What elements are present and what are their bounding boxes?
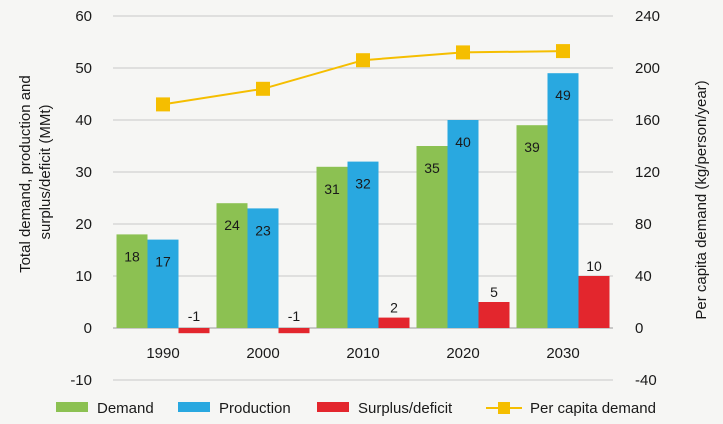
x-tick-label-2030: 2030 [546, 345, 579, 362]
legend-label-production: Production [219, 400, 291, 417]
bar-production-2010 [347, 161, 379, 328]
bar-demand-2030 [516, 125, 548, 328]
legend: Demand Production Surplus/deficit Per ca… [56, 400, 656, 417]
data-label-demand-2030: 39 [524, 139, 540, 155]
right-tick-label: 0 [635, 320, 643, 337]
per-capita-marker-2020 [456, 45, 470, 60]
right-tick-label: -40 [635, 372, 657, 389]
bars [116, 73, 610, 334]
x-tick-label-1990: 1990 [146, 345, 179, 362]
left-axis-title: Total demand, production and surplus/def… [17, 71, 54, 273]
data-label-surplus-deficit-1990: -1 [188, 308, 201, 324]
right-tick-label: 240 [635, 8, 660, 25]
bar-surplus-deficit-2000 [278, 328, 310, 334]
right-tick-label: 40 [635, 268, 652, 285]
x-tick-label-2020: 2020 [446, 345, 479, 362]
bar-demand-2000 [216, 203, 248, 328]
data-label-surplus-deficit-2010: 2 [390, 300, 398, 316]
bar-surplus-deficit-1990 [178, 328, 210, 334]
bar-demand-2020 [416, 146, 448, 328]
x-axis-ticks: 1990 2000 2010 2020 2030 [146, 345, 579, 362]
legend-label-surplus-deficit: Surplus/deficit [358, 400, 453, 417]
left-tick-label: 0 [84, 320, 92, 337]
right-tick-label: 160 [635, 112, 660, 129]
legend-label-demand: Demand [97, 400, 154, 417]
right-tick-label: 200 [635, 60, 660, 77]
left-tick-label: 30 [75, 164, 92, 181]
legend-swatch-demand [56, 402, 88, 412]
x-tick-label-2010: 2010 [346, 345, 379, 362]
left-tick-label: -10 [70, 372, 92, 389]
bar-demand-1990 [116, 234, 148, 328]
left-axis-title-line-2: surplus/deficit (MMt) [37, 104, 54, 239]
left-tick-label: 40 [75, 112, 92, 129]
data-label-production-2030: 49 [555, 87, 571, 103]
bar-production-2000 [247, 208, 279, 328]
legend-swatch-surplus-deficit [317, 402, 349, 412]
legend-marker-per-capita [498, 402, 510, 414]
left-axis-ticks: -10 0 10 20 30 40 50 60 [70, 8, 92, 389]
data-label-surplus-deficit-2030: 10 [586, 258, 602, 274]
data-label-production-2010: 32 [355, 176, 371, 192]
per-capita-line [156, 44, 570, 112]
x-tick-label-2000: 2000 [246, 345, 279, 362]
per-capita-marker-2010 [356, 53, 370, 68]
bar-surplus-deficit-2010 [378, 317, 410, 328]
data-label-production-2020: 40 [455, 134, 471, 150]
bar-production-2020 [447, 120, 479, 328]
bar-surplus-deficit-2030 [578, 276, 610, 328]
data-label-surplus-deficit-2020: 5 [490, 284, 498, 300]
per-capita-marker-2000 [256, 81, 270, 96]
left-axis-title-line-1: Total demand, production and [17, 75, 34, 273]
data-label-production-1990: 17 [155, 254, 171, 270]
right-tick-label: 80 [635, 216, 652, 233]
right-axis-ticks: -40 0 40 80 120 160 200 240 [635, 8, 660, 389]
data-label-demand-2020: 35 [424, 160, 440, 176]
per-capita-marker-1990 [156, 97, 170, 112]
right-tick-label: 120 [635, 164, 660, 181]
legend-swatch-production [178, 402, 210, 412]
legend-label-per-capita: Per capita demand [530, 400, 656, 417]
data-label-surplus-deficit-2000: -1 [288, 308, 301, 324]
right-axis-title: Per capita demand (kg/person/year) [693, 80, 710, 319]
per-capita-marker-2030 [556, 44, 570, 59]
bar-demand-2010 [316, 166, 348, 328]
data-label-demand-2000: 24 [224, 217, 240, 233]
data-label-demand-1990: 18 [124, 248, 140, 264]
data-label-demand-2010: 31 [324, 181, 340, 197]
left-tick-label: 50 [75, 60, 92, 77]
bar-production-2030 [547, 73, 579, 328]
data-label-production-2000: 23 [255, 222, 271, 238]
left-tick-label: 60 [75, 8, 92, 25]
left-tick-label: 10 [75, 268, 92, 285]
data-labels: 18 17 -1 24 23 -1 31 32 2 35 40 5 39 49 10 [124, 87, 602, 324]
bar-production-1990 [147, 239, 179, 328]
left-tick-label: 20 [75, 216, 92, 233]
bar-surplus-deficit-2020 [478, 302, 510, 328]
